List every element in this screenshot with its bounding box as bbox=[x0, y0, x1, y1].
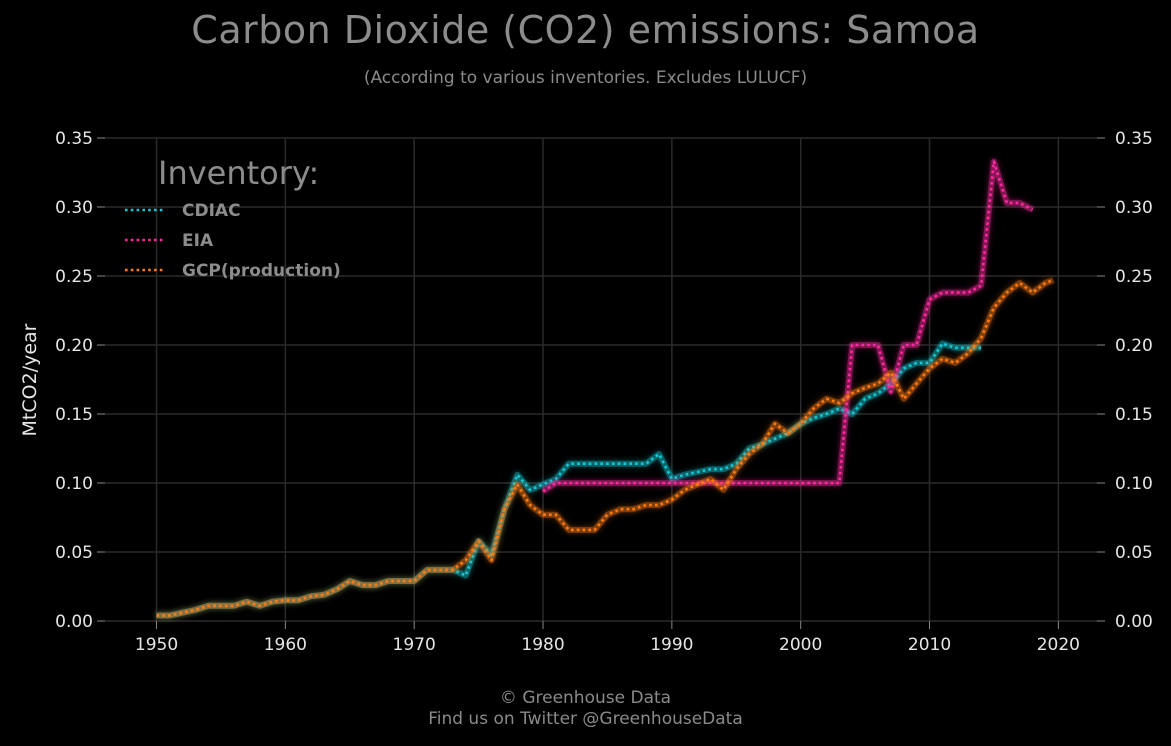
y-axis-label: MtCO2/year bbox=[19, 323, 41, 436]
x-tick-label: 2000 bbox=[779, 635, 822, 655]
y-tick-label-right: 0.15 bbox=[1115, 405, 1153, 425]
legend-title: Inventory: bbox=[158, 154, 319, 192]
y-tick-label-left: 0.30 bbox=[55, 198, 93, 218]
x-tick-label: 2010 bbox=[908, 635, 951, 655]
chart-subtitle: (According to various inventories. Exclu… bbox=[363, 68, 808, 88]
y-tick-label-left: 0.10 bbox=[55, 474, 93, 494]
y-tick-label-right: 0.30 bbox=[1115, 198, 1153, 218]
y-tick-label-right: 0.05 bbox=[1115, 543, 1153, 563]
x-tick-label: 1950 bbox=[135, 635, 178, 655]
series-glow-gcp-production- bbox=[156, 277, 1055, 619]
series-glow-cdiac bbox=[156, 340, 982, 619]
x-tick-label: 1980 bbox=[521, 635, 564, 655]
y-tick-label-left: 0.25 bbox=[55, 267, 93, 287]
y-tick-label-right: 0.00 bbox=[1115, 612, 1153, 632]
series-glow-eia bbox=[541, 158, 1035, 494]
chart-title: Carbon Dioxide (CO2) emissions: Samoa bbox=[191, 8, 980, 52]
series-line-cdiac bbox=[156, 342, 982, 617]
y-tick-label-left: 0.15 bbox=[55, 405, 93, 425]
legend-label-gcp-production-: GCP(production) bbox=[182, 261, 341, 281]
legend: Inventory: CDIAC EIA GCP(production) bbox=[125, 154, 341, 281]
y-tick-label-right: 0.20 bbox=[1115, 336, 1153, 356]
y-tick-label-left: 0.00 bbox=[55, 612, 93, 632]
x-tick-label: 2020 bbox=[1037, 635, 1080, 655]
legend-label-cdiac: CDIAC bbox=[182, 201, 241, 221]
grid bbox=[105, 137, 1097, 622]
copyright-text: © Greenhouse Data bbox=[499, 688, 672, 708]
y-tick-label-left: 0.35 bbox=[55, 129, 93, 149]
y-tick-label-right: 0.35 bbox=[1115, 129, 1153, 149]
series-line-eia bbox=[542, 160, 1034, 493]
x-tick-label: 1990 bbox=[650, 635, 693, 655]
x-tick-label: 1960 bbox=[264, 635, 307, 655]
legend-label-eia: EIA bbox=[182, 231, 214, 251]
y-tick-label-right: 0.10 bbox=[1115, 474, 1153, 494]
y-tick-label-right: 0.25 bbox=[1115, 267, 1153, 287]
twitter-credit: Find us on Twitter @GreenhouseData bbox=[428, 709, 743, 729]
axes: 0.00 0.00 0.05 0.05 0.10 0.10 0.15 0.15 0.20 0.20… bbox=[55, 129, 1153, 655]
series-lines bbox=[156, 158, 1055, 619]
y-tick-label-left: 0.05 bbox=[55, 543, 93, 563]
y-tick-label-left: 0.20 bbox=[55, 336, 93, 356]
x-tick-label: 1970 bbox=[393, 635, 436, 655]
